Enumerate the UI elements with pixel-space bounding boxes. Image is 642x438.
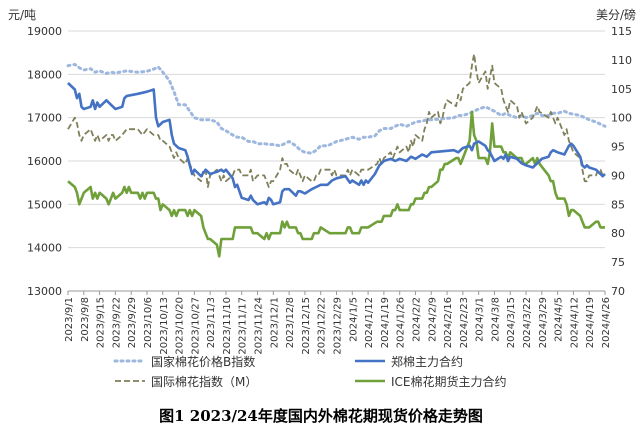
- x-tick-label: 2023/10/6: [143, 297, 154, 348]
- x-tick-label: 2023/11/10: [222, 297, 233, 355]
- grid: [68, 30, 605, 292]
- x-tick-label: 2024/1/19: [380, 297, 391, 348]
- x-tick-label: 2024/4/26: [601, 297, 612, 348]
- x-tick-label: 2023/9/22: [111, 297, 122, 348]
- x-tick-label: 2024/2/23: [459, 297, 470, 348]
- series-line-1: [66, 62, 607, 155]
- y-right-tick-label: 70: [611, 285, 625, 298]
- x-tick-label: 2024/3/8: [490, 297, 501, 342]
- y-left-tick-label: 16000: [27, 155, 62, 168]
- chart-caption: 图1 2023/24年度国内外棉花期现货价格走势图: [159, 407, 483, 425]
- x-tick-label: 2023/12/1: [269, 297, 280, 348]
- cotton-price-chart: 13000 14000 15000 16000 17000 18000 19000 70 75…: [8, 7, 636, 389]
- x-tick-label: 2023/12/29: [333, 297, 344, 355]
- y-left-tick-label: 17000: [27, 112, 62, 125]
- y-right-tick-label: 110: [611, 54, 632, 67]
- y-left-tick-label: 19000: [27, 25, 62, 38]
- y-right-tick-label: 105: [611, 83, 632, 96]
- x-tick-label: 2024/1/5: [348, 297, 359, 342]
- x-tick-label: 2023/10/13: [159, 297, 170, 355]
- series-line-3: [67, 53, 605, 188]
- y-right-tick-label: 95: [611, 141, 625, 154]
- x-tick-label: 2023/10/27: [190, 297, 201, 355]
- y-right-unit: 美分/磅: [596, 7, 636, 22]
- x-tick-label: 2023/9/29: [127, 297, 138, 348]
- series-line-4: [67, 110, 605, 258]
- x-tick-label: 2024/1/26: [396, 297, 407, 348]
- legend-label-2: 郑棉主力合约: [391, 354, 463, 369]
- x-tick-label: 2023/9/8: [80, 297, 91, 342]
- x-tick-label: 2023/11/17: [238, 297, 249, 355]
- y-right-tick-label: 85: [611, 198, 625, 211]
- series-group: [66, 53, 607, 258]
- x-tick-label: 2024/2/2: [411, 297, 422, 342]
- y-left-axis: 13000 14000 15000 16000 17000 18000 19000: [27, 25, 62, 298]
- y-right-tick-label: 115: [611, 25, 632, 38]
- x-tick-label: 2023/11/3: [206, 297, 217, 348]
- x-tick-label: 2024/3/1: [475, 297, 486, 342]
- legend-label-3: 国际棉花指数（M）: [151, 374, 257, 389]
- x-tick-label: 2023/10/20: [175, 297, 186, 355]
- x-tick-label: 2024/3/22: [522, 297, 533, 348]
- x-tick-label: 2024/4/5: [554, 297, 565, 342]
- y-left-tick-label: 18000: [27, 68, 62, 81]
- x-tick-label: 2023/12/8: [285, 297, 296, 348]
- x-tick-label: 2023/12/15: [301, 297, 312, 355]
- x-tick-label: 2023/12/22: [317, 297, 328, 355]
- y-right-axis: 70 75 80 85 90 95 100 105 110 115: [611, 25, 632, 298]
- x-tick-label: 2024/4/12: [569, 297, 580, 348]
- y-left-tick-label: 14000: [27, 242, 62, 255]
- x-tick-label: 2023/9/1: [64, 297, 75, 342]
- y-right-tick-label: 100: [611, 112, 632, 125]
- x-tick-label: 2024/2/16: [443, 297, 454, 348]
- x-tick-label: 2024/3/15: [506, 297, 517, 348]
- x-axis: 2023/9/1 2023/9/8 2023/9/15 2023/9/22 2023/9…: [64, 290, 612, 355]
- x-tick-label: 2024/1/12: [364, 297, 375, 348]
- y-right-tick-label: 90: [611, 169, 625, 182]
- x-tick-label: 2023/9/15: [96, 297, 107, 348]
- y-right-tick-label: 80: [611, 227, 625, 240]
- x-tick-label: 2024/2/9: [427, 297, 438, 342]
- legend-label-1: 国家棉花价格B指数: [151, 354, 255, 369]
- x-tick-label: 2024/3/29: [538, 297, 549, 348]
- legend-label-4: ICE棉花期货主力合约: [391, 374, 507, 389]
- y-left-tick-label: 15000: [27, 198, 62, 211]
- x-tick-label: 2023/11/24: [254, 297, 265, 355]
- x-tick-label: 2024/4/19: [585, 297, 596, 348]
- y-left-unit: 元/吨: [8, 8, 36, 22]
- y-left-tick-label: 13000: [27, 285, 62, 298]
- y-right-tick-label: 75: [611, 256, 625, 269]
- series-line-2: [67, 82, 606, 206]
